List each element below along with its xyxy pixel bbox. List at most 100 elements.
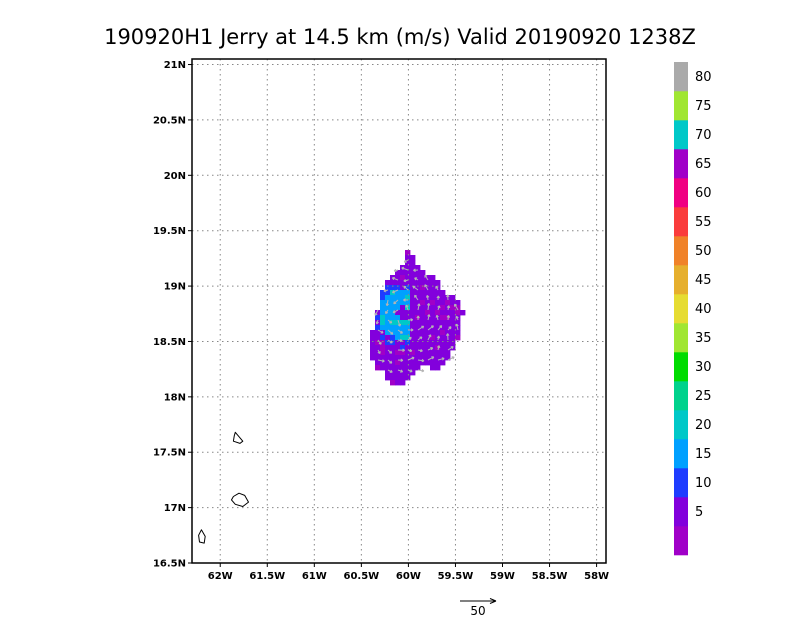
wind-cell <box>420 350 426 356</box>
wind-cell <box>435 330 441 336</box>
wind-cell <box>390 315 396 321</box>
wind-cell <box>430 300 436 306</box>
wind-vector <box>403 278 409 283</box>
wind-cell <box>400 375 406 381</box>
wind-cell <box>400 345 406 351</box>
wind-cell <box>400 280 406 286</box>
wind-cell <box>400 270 406 276</box>
wind-cell <box>440 330 446 336</box>
wind-vector <box>407 318 414 322</box>
wind-cell <box>385 350 391 356</box>
wind-vector <box>397 319 402 327</box>
wind-vector <box>417 358 425 363</box>
wind-cell <box>410 345 416 351</box>
colorbar-label: 35 <box>695 331 712 346</box>
wind-cell <box>430 360 436 366</box>
wind-cell <box>410 275 416 281</box>
wind-cell <box>445 340 451 346</box>
wind-cell <box>415 295 421 301</box>
wind-cell <box>395 325 401 331</box>
wind-cell <box>410 360 416 366</box>
wind-cell <box>415 355 421 361</box>
wind-cell <box>395 330 401 336</box>
wind-cell <box>395 350 401 356</box>
wind-cell <box>440 305 446 311</box>
colorbar-swatch <box>674 294 688 324</box>
wind-cell <box>385 375 391 381</box>
wind-cell <box>415 350 421 356</box>
colorbar: 5 10 15 20 25 30 35 40 45 50 55 60 65 70 75 80 <box>674 62 712 556</box>
wind-cell <box>385 295 391 301</box>
wind-cell <box>395 285 401 291</box>
wind-vector <box>436 345 441 351</box>
wind-cell <box>440 290 446 296</box>
wind-vector <box>387 359 393 364</box>
wind-cell <box>390 335 396 341</box>
wind-cell <box>405 300 411 306</box>
wind-cell <box>405 280 411 286</box>
wind-cell <box>405 375 411 381</box>
x-tick-label: 58W <box>584 571 609 582</box>
wind-cell <box>445 345 451 351</box>
wind-cell <box>450 325 456 331</box>
wind-cell <box>410 290 416 296</box>
wind-cell <box>450 295 456 301</box>
wind-vector <box>387 329 394 335</box>
wind-cell <box>370 350 376 356</box>
wind-cell <box>430 365 436 371</box>
wind-cell <box>405 275 411 281</box>
wind-vector <box>377 359 385 363</box>
x-axis: 62W 61.5W 61W 60.5W 60W 59.5W 59W 58.5W 58W <box>208 563 609 582</box>
wind-cell <box>415 285 421 291</box>
wind-cell <box>420 285 426 291</box>
colorbar-swatch <box>674 352 688 382</box>
wind-cell <box>450 315 456 321</box>
wind-cell <box>420 315 426 321</box>
wind-vector <box>387 339 393 344</box>
wind-cell <box>400 380 406 386</box>
wind-cell <box>450 320 456 326</box>
wind-vector <box>417 369 425 373</box>
wind-vector <box>447 326 452 331</box>
wind-cell <box>410 330 416 336</box>
wind-vectors <box>374 259 459 373</box>
wind-cell <box>395 295 401 301</box>
wind-cell <box>425 290 431 296</box>
wind-cell <box>425 315 431 321</box>
wind-cell <box>400 340 406 346</box>
wind-cell <box>415 290 421 296</box>
wind-cell <box>390 280 396 286</box>
wind-cell <box>450 300 456 306</box>
wind-cell <box>390 325 396 331</box>
x-tick-label: 60W <box>396 571 421 582</box>
wind-vector <box>397 369 404 373</box>
wind-cell <box>385 340 391 346</box>
wind-cell <box>405 325 411 331</box>
wind-cell <box>395 380 401 386</box>
wind-cell <box>405 320 411 326</box>
wind-vector <box>403 298 408 302</box>
wind-cell <box>420 320 426 326</box>
wind-cell <box>395 310 401 316</box>
wind-vector <box>385 299 389 307</box>
wind-cell <box>420 310 426 316</box>
wind-cell <box>375 315 381 321</box>
wind-cell <box>380 320 386 326</box>
wind-cell <box>430 315 436 321</box>
wind-vector <box>374 309 379 316</box>
wind-cell <box>395 315 401 321</box>
wind-cell <box>385 325 391 331</box>
y-tick-label: 20.5N <box>153 115 186 126</box>
wind-cell <box>420 280 426 286</box>
wind-cell <box>425 280 431 286</box>
wind-vector <box>387 349 393 354</box>
wind-cell <box>380 295 386 301</box>
wind-cell <box>400 275 406 281</box>
wind-cell <box>415 305 421 311</box>
map-frame <box>191 58 607 564</box>
wind-cell <box>410 255 416 261</box>
wind-vector <box>446 294 450 301</box>
wind-cell <box>400 315 406 321</box>
wind-vector <box>393 299 399 305</box>
wind-vector <box>383 289 389 293</box>
